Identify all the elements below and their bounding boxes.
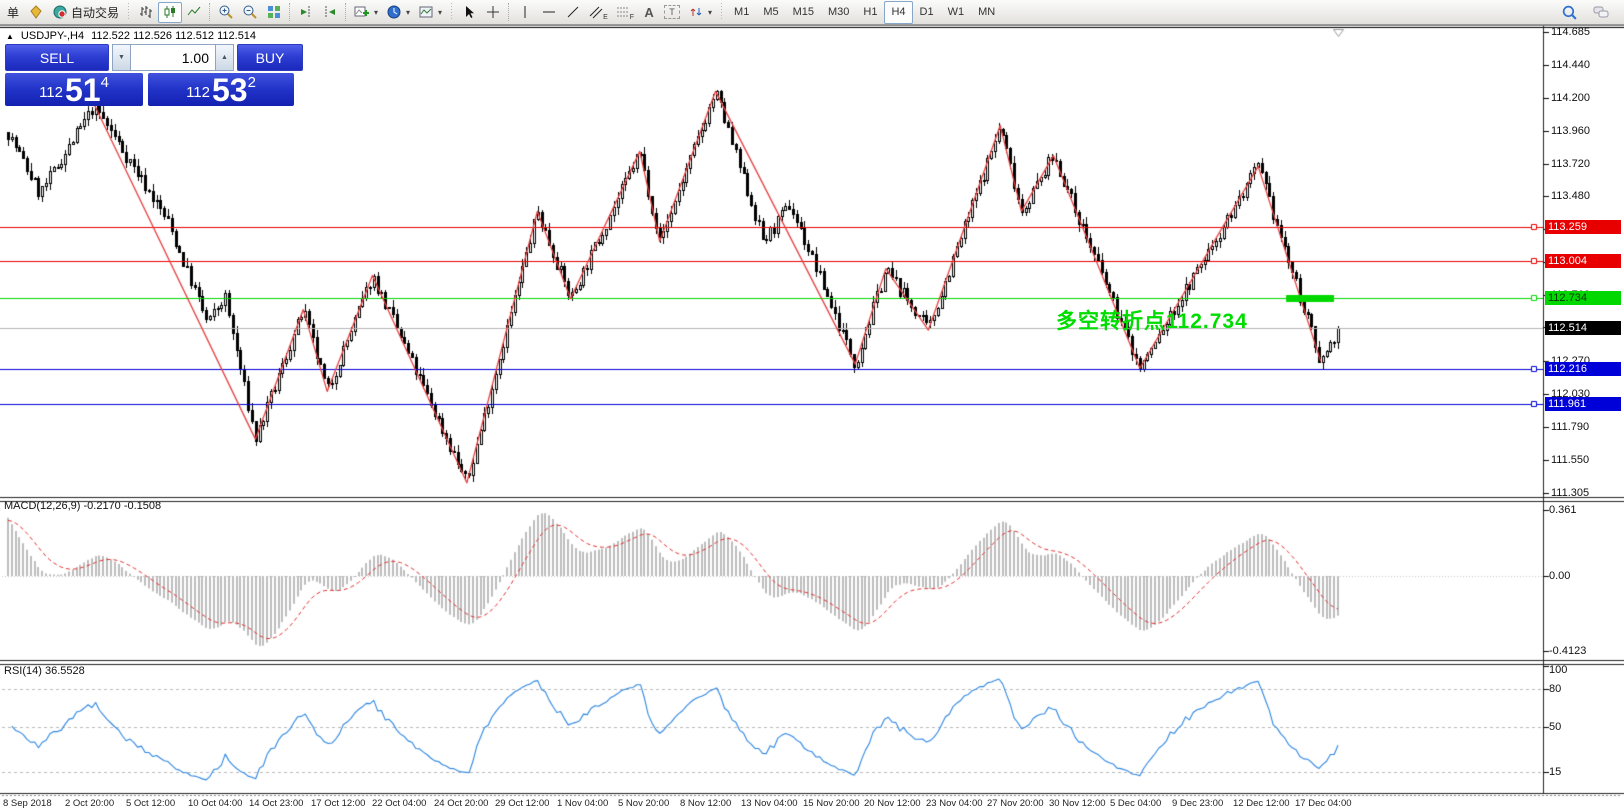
- templates-button[interactable]: ▾: [414, 2, 446, 23]
- arrow-tools-button[interactable]: ▾: [684, 2, 716, 23]
- equidistant-channel-button[interactable]: E: [585, 2, 612, 23]
- arrow-tools-icon: [688, 4, 704, 20]
- trendline-icon: [565, 4, 581, 20]
- search-button[interactable]: [1557, 2, 1582, 23]
- text-label-icon: T: [664, 5, 681, 19]
- volume-increase-button[interactable]: ▲: [215, 44, 234, 71]
- zoom-out-button[interactable]: [238, 2, 262, 23]
- zoom-in-button[interactable]: [214, 2, 238, 23]
- dropdown-caret-icon: ▾: [406, 7, 411, 17]
- channel-letter: E: [603, 13, 608, 21]
- bar-chart-icon: [138, 4, 154, 20]
- templates-icon: [418, 4, 434, 20]
- shift-end-button[interactable]: [294, 2, 318, 23]
- turning-point-annotation: 多空转折点112.734: [1056, 310, 1248, 333]
- timeframe-group: M1 M5 M15 M30 H1 H4 D1 W1 MN: [727, 0, 1002, 24]
- toolbar-grip: [449, 3, 455, 21]
- text-button[interactable]: A: [638, 2, 660, 23]
- horizontal-line-button[interactable]: [537, 2, 561, 23]
- timeframe-h1[interactable]: H1: [863, 6, 878, 18]
- profiles-icon: [28, 4, 44, 20]
- crosshair-button[interactable]: [481, 2, 505, 23]
- crosshair-icon: [485, 4, 501, 20]
- timeframe-m15[interactable]: M15: [792, 6, 814, 18]
- trendline-button[interactable]: [561, 2, 585, 23]
- timeframe-mn[interactable]: MN: [978, 6, 996, 18]
- toolbar-separator: [508, 3, 510, 21]
- autotrading-button[interactable]: 自动交易: [48, 2, 123, 23]
- toolbar-separator: [345, 3, 347, 21]
- line-chart-button[interactable]: [182, 2, 206, 23]
- shift-end-icon: [298, 4, 314, 20]
- dropdown-caret-icon: ▾: [708, 7, 713, 17]
- toolbar-grip: [126, 3, 132, 21]
- line-chart-icon: [186, 4, 202, 20]
- timeframe-h4[interactable]: H4: [884, 0, 913, 24]
- buy-price-display[interactable]: 112 53 2: [148, 73, 294, 106]
- sell-price-display[interactable]: 112 51 4: [5, 73, 143, 106]
- chart-ohlc-values: 112.522 112.526 112.512 112.514: [91, 30, 257, 42]
- chevron-up-icon: ▲: [221, 54, 228, 61]
- fibonacci-letter: F: [629, 13, 635, 21]
- new-order-button[interactable]: 单: [6, 5, 19, 20]
- toolbar: 单 自动交易 ▾ ▾ ▾ E F A T ▾ M1 M5 M15 M30 H1 H4 D1 W…: [0, 0, 1624, 25]
- chart-title: ▲ USDJPY-,H4 112.522 112.526 112.512 112…: [6, 30, 256, 42]
- timeframe-w1[interactable]: W1: [947, 6, 965, 18]
- timeframe-m5[interactable]: M5: [763, 6, 779, 18]
- horizontal-line-icon: [541, 4, 557, 20]
- chart-collapse-icon[interactable]: ▲: [6, 31, 14, 41]
- add-indicator-icon: [354, 4, 370, 20]
- toolbar-separator: [289, 3, 291, 21]
- volume-stepper: ▼ 1.00 ▲: [112, 44, 234, 71]
- chat-button[interactable]: [1588, 2, 1614, 23]
- auto-scroll-button[interactable]: [318, 2, 342, 23]
- equidistant-channel-icon: [589, 4, 603, 20]
- tile-windows-button[interactable]: [262, 2, 286, 23]
- buy-button[interactable]: BUY: [237, 44, 303, 71]
- profiles-button[interactable]: [24, 2, 48, 23]
- timeframe-m30[interactable]: M30: [828, 6, 850, 18]
- search-icon: [1561, 4, 1578, 21]
- chart-symbol-period: USDJPY-,H4: [20, 30, 85, 42]
- vertical-line-button[interactable]: [513, 2, 537, 23]
- dropdown-caret-icon: ▾: [438, 7, 443, 17]
- autotrading-label: 自动交易: [71, 5, 120, 20]
- vertical-line-icon: [517, 4, 533, 20]
- chat-icon: [1592, 4, 1610, 20]
- volume-input[interactable]: 1.00: [131, 44, 215, 71]
- autotrading-icon: [52, 4, 68, 20]
- text-icon: A: [644, 4, 654, 20]
- toolbar-separator: [209, 3, 211, 21]
- fibonacci-button[interactable]: F: [612, 2, 638, 23]
- cursor-button[interactable]: [457, 2, 481, 23]
- volume-decrease-button[interactable]: ▼: [112, 44, 131, 71]
- zoom-out-icon: [242, 4, 258, 20]
- zoom-in-icon: [218, 4, 234, 20]
- sell-button[interactable]: SELL: [5, 44, 109, 71]
- periods-button[interactable]: ▾: [382, 2, 414, 23]
- timeframe-m1[interactable]: M1: [734, 6, 750, 18]
- toolbar-grip: [719, 3, 725, 21]
- fibonacci-icon: [616, 4, 630, 20]
- cursor-icon: [461, 4, 477, 20]
- timeframe-d1[interactable]: D1: [919, 6, 934, 18]
- tile-windows-icon: [266, 4, 282, 20]
- add-indicator-button[interactable]: ▾: [350, 2, 382, 23]
- chevron-down-icon: ▼: [118, 54, 125, 61]
- bar-chart-button[interactable]: [134, 2, 158, 23]
- auto-scroll-icon: [322, 4, 338, 20]
- candlestick-chart-button[interactable]: [158, 1, 183, 23]
- candlestick-chart-icon: [162, 4, 178, 20]
- dropdown-caret-icon: ▾: [374, 7, 379, 17]
- text-label-button[interactable]: T: [660, 2, 684, 23]
- one-click-trading-panel: SELL ▼ 1.00 ▲ BUY 112 51 4 112 53 2: [5, 44, 303, 106]
- periods-icon: [386, 4, 402, 20]
